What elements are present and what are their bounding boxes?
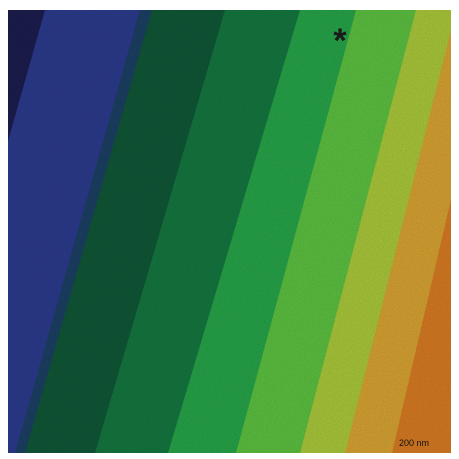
marker: * [333, 22, 347, 60]
scale-bar-label: 200 nm [399, 438, 429, 448]
micrograph: * 200 nm [0, 0, 459, 459]
page: * 200 nm [0, 0, 459, 459]
noise [8, 10, 451, 453]
terraces [0, 10, 459, 453]
